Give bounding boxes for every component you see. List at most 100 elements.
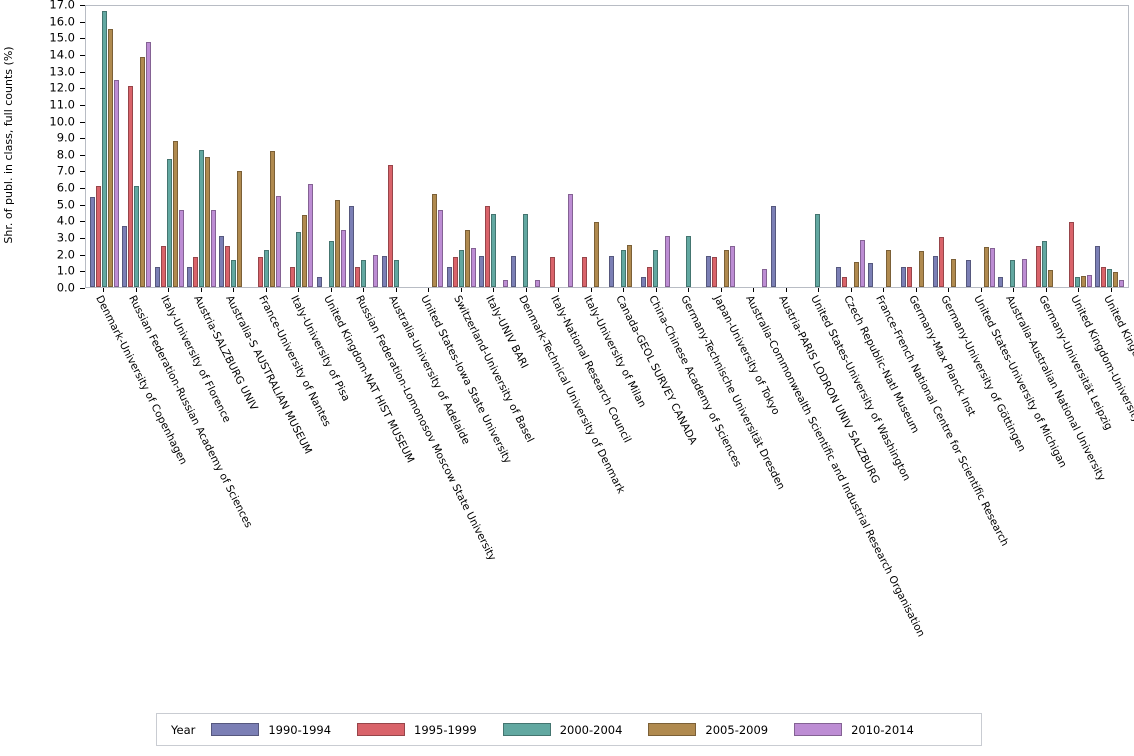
bar[interactable] (1107, 268, 1113, 287)
bar[interactable] (349, 206, 355, 287)
bar[interactable] (257, 257, 263, 287)
bar[interactable] (160, 246, 166, 287)
bar[interactable] (381, 256, 387, 287)
bar[interactable] (906, 267, 912, 287)
legend-item[interactable]: 2000-2004 (502, 723, 622, 737)
bar[interactable] (361, 259, 367, 287)
bar[interactable] (1086, 274, 1092, 287)
bar[interactable] (730, 246, 736, 287)
bar[interactable] (146, 42, 152, 287)
bar[interactable] (1119, 279, 1125, 287)
bar[interactable] (107, 28, 113, 287)
bar[interactable] (340, 229, 346, 287)
bar[interactable] (387, 165, 393, 287)
bar[interactable] (647, 267, 653, 287)
bar[interactable] (939, 237, 945, 287)
bar[interactable] (853, 262, 859, 287)
bar[interactable] (490, 213, 496, 287)
bar[interactable] (608, 256, 614, 287)
bar[interactable] (478, 256, 484, 287)
bar[interactable] (582, 257, 588, 287)
bar[interactable] (815, 213, 821, 287)
bar[interactable] (290, 267, 296, 287)
bar[interactable] (438, 210, 444, 287)
bar[interactable] (134, 186, 140, 287)
bar[interactable] (89, 197, 95, 287)
bar[interactable] (95, 186, 101, 287)
bar[interactable] (1080, 276, 1086, 287)
bar[interactable] (446, 267, 452, 287)
bar[interactable] (523, 213, 529, 287)
bar[interactable] (128, 85, 134, 287)
bar[interactable] (355, 267, 361, 287)
bar[interactable] (706, 256, 712, 287)
bar[interactable] (983, 247, 989, 287)
legend-item[interactable]: 1990-1994 (211, 723, 331, 737)
bar[interactable] (835, 267, 841, 287)
bar[interactable] (886, 250, 892, 287)
bar[interactable] (122, 226, 128, 287)
bar[interactable] (868, 262, 874, 287)
bar[interactable] (432, 193, 438, 287)
bar[interactable] (549, 257, 555, 287)
bar[interactable] (1021, 258, 1027, 287)
bar[interactable] (685, 236, 691, 287)
bar[interactable] (951, 258, 957, 287)
bar[interactable] (269, 150, 275, 287)
bar[interactable] (140, 57, 146, 287)
bar[interactable] (199, 149, 205, 287)
bar[interactable] (328, 241, 334, 287)
bar[interactable] (641, 277, 647, 287)
bar[interactable] (263, 250, 269, 287)
bar[interactable] (178, 210, 184, 287)
bar[interactable] (237, 171, 243, 287)
bar[interactable] (172, 140, 178, 287)
bar[interactable] (154, 267, 160, 287)
bar[interactable] (900, 267, 906, 287)
bar[interactable] (470, 247, 476, 287)
bar[interactable] (101, 10, 107, 287)
bar[interactable] (316, 277, 322, 287)
bar[interactable] (770, 206, 776, 287)
bar[interactable] (724, 250, 730, 287)
bar[interactable] (1068, 222, 1074, 287)
bar[interactable] (458, 250, 464, 287)
bar[interactable] (1036, 246, 1042, 287)
bar[interactable] (302, 215, 308, 287)
bar[interactable] (1113, 272, 1119, 287)
bar[interactable] (334, 200, 340, 287)
bar[interactable] (594, 222, 600, 287)
bar[interactable] (219, 236, 225, 287)
bar[interactable] (1042, 241, 1048, 287)
bar[interactable] (308, 183, 314, 287)
bar[interactable] (965, 259, 971, 287)
bar[interactable] (464, 229, 470, 287)
bar[interactable] (918, 251, 924, 287)
legend-item[interactable]: 2010-2014 (794, 723, 914, 737)
bar[interactable] (997, 277, 1003, 287)
bar[interactable] (1048, 270, 1054, 287)
bar[interactable] (373, 254, 379, 287)
bar[interactable] (653, 250, 659, 287)
bar[interactable] (393, 259, 399, 287)
bar[interactable] (502, 280, 508, 287)
bar[interactable] (859, 240, 865, 287)
bar[interactable] (296, 232, 302, 287)
bar[interactable] (1009, 259, 1015, 287)
legend-item[interactable]: 1995-1999 (357, 723, 477, 737)
bar[interactable] (535, 280, 541, 287)
bar[interactable] (665, 236, 671, 287)
bar[interactable] (225, 246, 231, 287)
bar[interactable] (187, 267, 193, 287)
bar[interactable] (275, 196, 281, 287)
bar[interactable] (511, 256, 517, 287)
bar[interactable] (933, 256, 939, 287)
bar[interactable] (113, 79, 119, 287)
bar[interactable] (989, 247, 995, 287)
bar[interactable] (166, 158, 172, 287)
bar[interactable] (567, 193, 573, 287)
bar[interactable] (841, 277, 847, 287)
bar[interactable] (231, 259, 237, 287)
legend-item[interactable]: 2005-2009 (648, 723, 768, 737)
bar[interactable] (211, 210, 217, 287)
